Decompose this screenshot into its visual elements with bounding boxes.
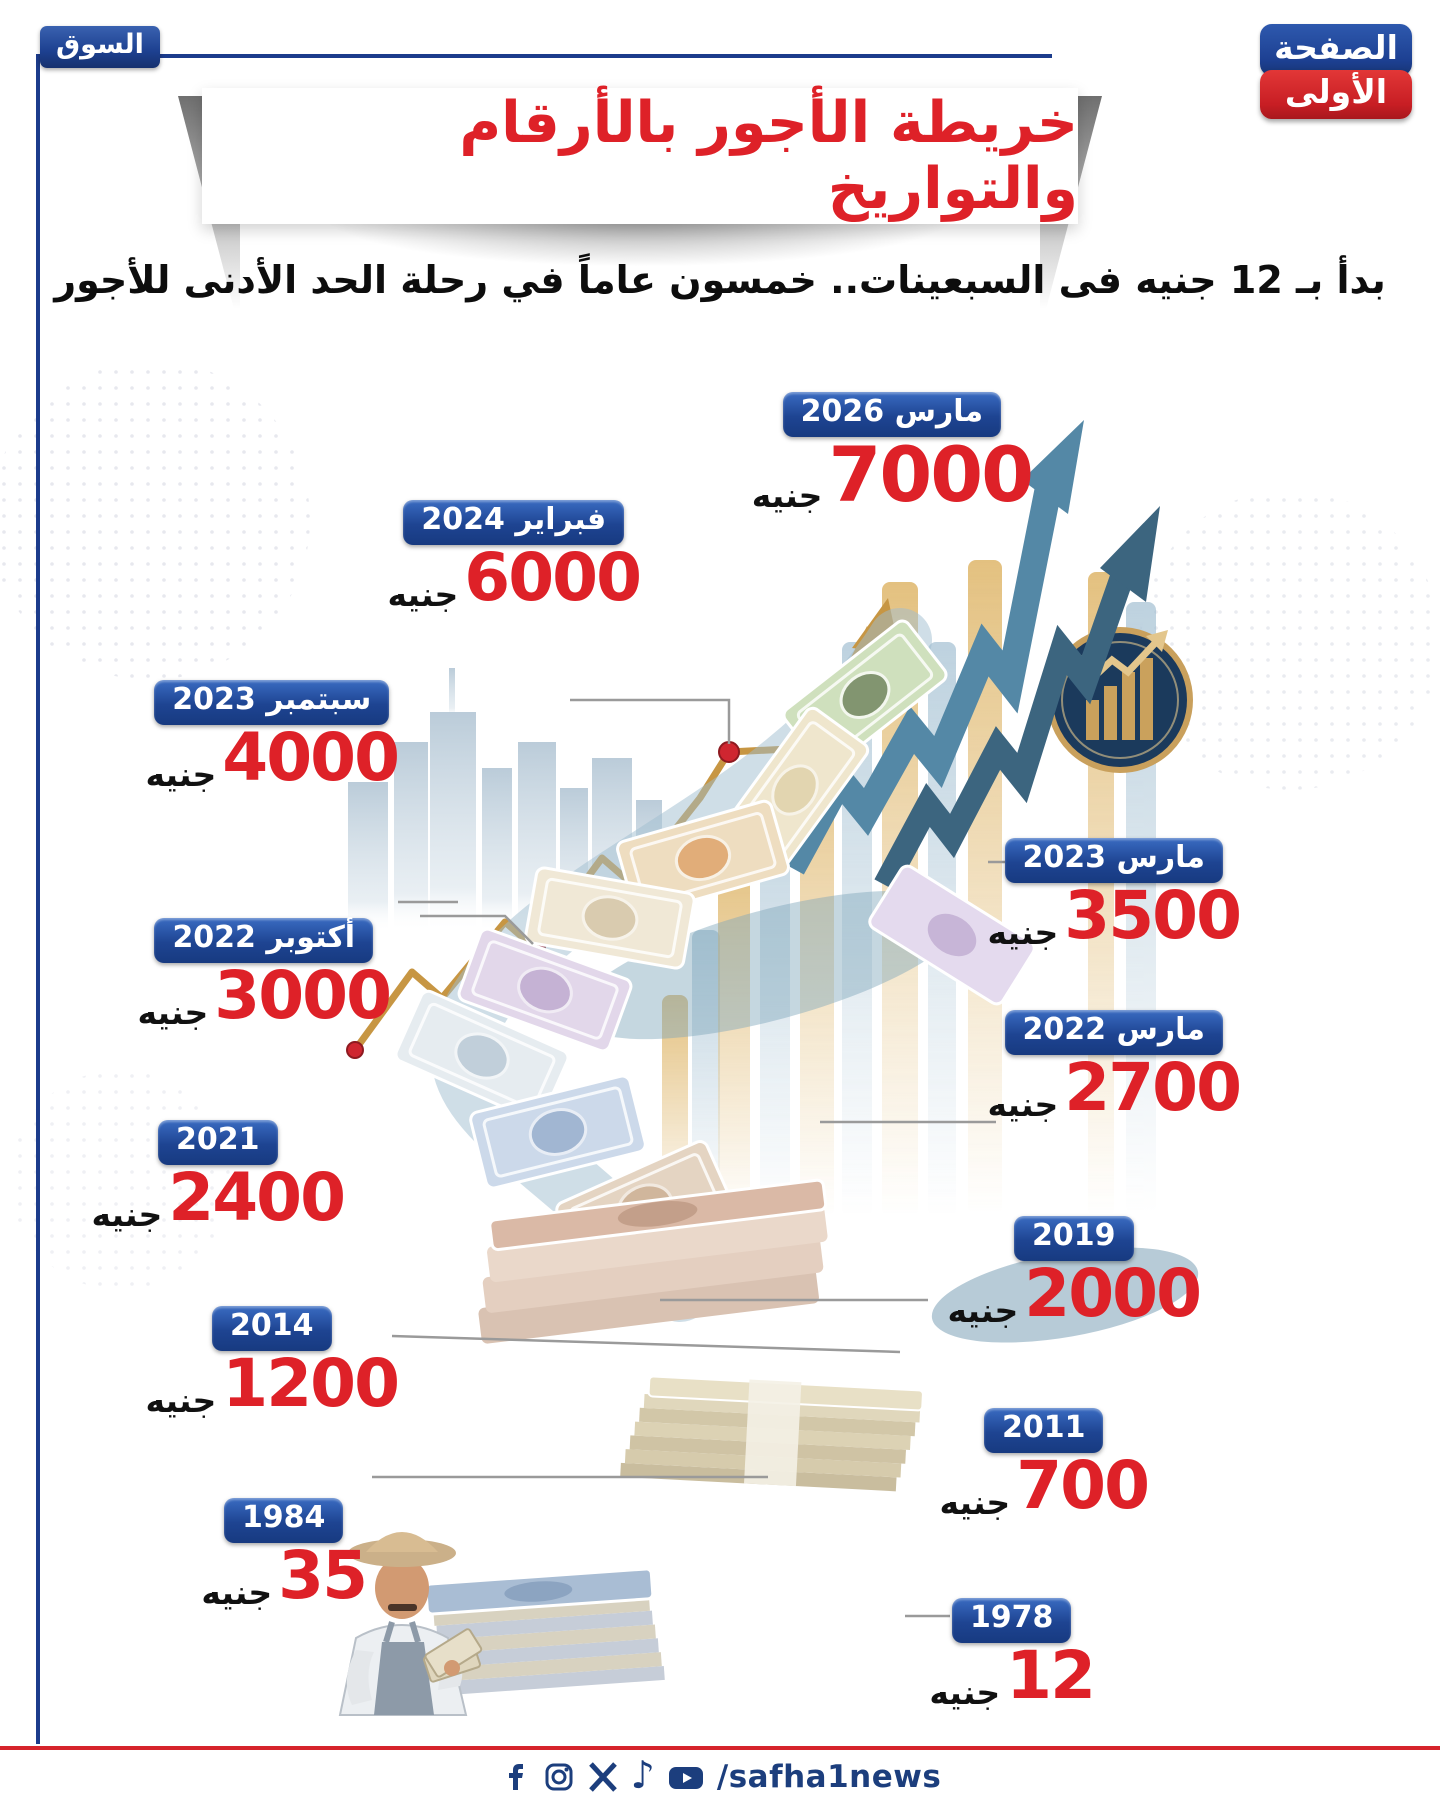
money-stack-1984: [424, 1567, 665, 1695]
title-banner: خريطة الأجور بالأرقام والتواريخ: [202, 88, 1079, 224]
footer-social-bar: ♪ /safha1news: [0, 1754, 1440, 1800]
youtube-icon[interactable]: [667, 1761, 705, 1793]
x-icon[interactable]: [587, 1761, 619, 1793]
wage-amount: 35: [278, 1537, 368, 1614]
wage-amount: 3500: [1064, 877, 1242, 954]
tiktok-icon[interactable]: ♪: [630, 1753, 655, 1797]
year-badge: 2019: [1014, 1216, 1134, 1261]
year-badge: 2011: [983, 1408, 1104, 1453]
brand-logo: الصفحة الأولى: [1260, 24, 1412, 119]
currency-unit: جنيه: [201, 1572, 273, 1612]
section-tag-badge: السوق: [40, 26, 160, 68]
wage-amount: 6000: [464, 539, 642, 616]
currency-unit: جنيه: [145, 1380, 217, 1420]
brand-logo-top: الصفحة: [1260, 24, 1412, 76]
callout-2026: مارس 2026 7000 جنيه: [752, 392, 1034, 519]
currency-unit: جنيه: [137, 992, 209, 1032]
wage-amount: 700: [1016, 1447, 1150, 1524]
footer-divider: [0, 1746, 1440, 1750]
callout-2014: 2014 1200 جنيه: [146, 1306, 400, 1422]
currency-unit: جنيه: [91, 1194, 163, 1234]
callout-2011: 2011 700 جنيه: [939, 1408, 1150, 1524]
social-handle[interactable]: /safha1news: [716, 1759, 942, 1795]
callout-1984: 1984 35 جنيه: [201, 1498, 368, 1614]
callout-2023-mar: مارس 2023 3500 جنيه: [988, 838, 1242, 954]
currency-unit: جنيه: [947, 1290, 1019, 1330]
year-badge: 2021: [158, 1120, 278, 1165]
header-rule: [120, 54, 1052, 58]
year-badge: 1984: [223, 1498, 344, 1543]
currency-unit: جنيه: [987, 1084, 1059, 1124]
callout-2021: 2021 2400 جنيه: [92, 1120, 346, 1236]
year-badge: سبتمبر 2023: [154, 680, 390, 725]
wage-amount: 7000: [828, 430, 1034, 519]
currency-unit: جنيه: [929, 1672, 1001, 1712]
year-badge: فبراير 2024: [403, 500, 625, 545]
callout-2022-oct: أكتوبر 2022 3000 جنيه: [138, 918, 392, 1034]
year-badge: مارس 2023: [1004, 838, 1223, 883]
banknote-pile: [478, 1178, 828, 1344]
callout-2024: فبراير 2024 6000 جنيه: [388, 500, 642, 616]
callout-1978: 1978 12 جنيه: [929, 1598, 1096, 1714]
currency-unit: جنيه: [939, 1482, 1011, 1522]
money-stack-1978: [620, 1375, 924, 1492]
worker-illustration: [338, 1532, 483, 1716]
currency-unit: جنيه: [987, 912, 1059, 952]
facebook-icon[interactable]: [499, 1761, 531, 1793]
wage-amount: 3000: [214, 957, 392, 1034]
page-title: خريطة الأجور بالأرقام والتواريخ: [459, 90, 1079, 222]
callout-2022-mar: مارس 2022 2700 جنيه: [988, 1010, 1242, 1126]
year-badge: مارس 2026: [782, 392, 1002, 437]
callout-2019: 2019 2000 جنيه: [948, 1216, 1202, 1332]
currency-unit: جنيه: [387, 574, 459, 614]
callout-2023-sep: سبتمبر 2023 4000 جنيه: [146, 680, 400, 796]
year-badge: مارس 2022: [1004, 1010, 1223, 1055]
brand-logo-bottom: الأولى: [1260, 70, 1412, 119]
banner-shadow: [230, 216, 1050, 296]
year-badge: أكتوبر 2022: [154, 918, 374, 963]
instagram-icon[interactable]: [543, 1761, 575, 1793]
left-frame-rule: [36, 54, 40, 1744]
year-badge: 1978: [951, 1598, 1072, 1643]
banknote-purple: [868, 864, 1036, 1006]
wage-amount: 4000: [222, 719, 400, 796]
currency-unit: جنيه: [751, 476, 823, 516]
currency-unit: جنيه: [145, 754, 217, 794]
page-subtitle: بدأ بـ 12 جنيه فى السبعينات.. خمسون عاما…: [54, 258, 1386, 302]
wage-amount: 1200: [222, 1345, 400, 1422]
wage-amount: 2400: [168, 1159, 346, 1236]
wage-amount: 2700: [1064, 1049, 1242, 1126]
year-badge: 2014: [212, 1306, 332, 1351]
wage-amount: 2000: [1024, 1255, 1202, 1332]
wage-amount: 12: [1006, 1637, 1096, 1714]
